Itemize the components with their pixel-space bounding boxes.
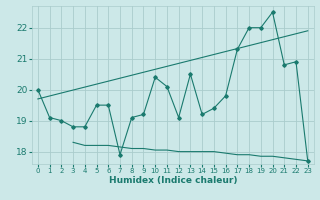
X-axis label: Humidex (Indice chaleur): Humidex (Indice chaleur) xyxy=(108,176,237,185)
